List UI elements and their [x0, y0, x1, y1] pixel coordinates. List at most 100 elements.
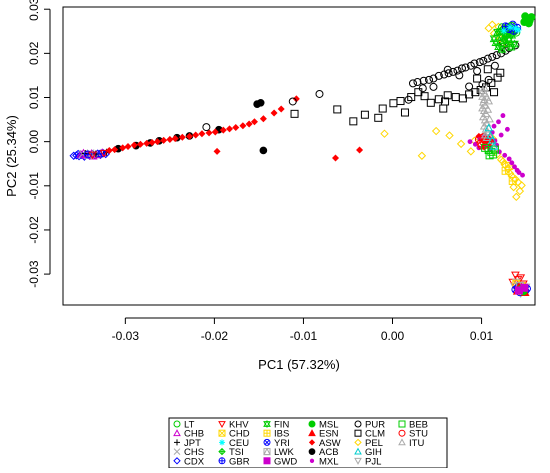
- legend-item-stu: STU: [398, 429, 428, 440]
- data-point: [471, 88, 480, 97]
- legend-marker: [308, 420, 316, 428]
- legend-item-beb: BEB: [398, 420, 428, 431]
- data-point: [434, 71, 443, 80]
- data-point: [489, 34, 499, 44]
- data-point: [333, 105, 342, 114]
- data-point: [226, 125, 234, 133]
- x-tick-label: 0.01: [470, 329, 494, 343]
- legend-item-tsi: TSI: [218, 447, 244, 458]
- legend-marker: [398, 420, 406, 428]
- legend-marker: [219, 439, 225, 446]
- legend-label: KHV: [229, 420, 249, 431]
- legend-label: MXL: [319, 456, 339, 467]
- x-tick-label: -0.03: [112, 329, 140, 343]
- data-point: [479, 95, 489, 104]
- data-point: [130, 141, 138, 149]
- legend-item-chb: CHB: [173, 429, 204, 440]
- y-tick-label: -0.01: [27, 172, 41, 200]
- data-point: [185, 132, 193, 140]
- data-point: [198, 130, 206, 138]
- series-gih: [484, 123, 499, 150]
- legend-label: FIN: [274, 420, 289, 431]
- data-point: [443, 65, 452, 74]
- legend-label: CDX: [184, 456, 205, 467]
- y-axis-label: PC2 (25.34%): [4, 115, 19, 197]
- legend-marker: [354, 420, 362, 428]
- x-axis: -0.03 -0.02 -0.01 0.00 0.01: [112, 317, 494, 343]
- legend-item-lt: LT: [173, 420, 195, 431]
- legend-item-jpt: JPT: [174, 438, 201, 449]
- data-point: [509, 182, 518, 192]
- legend-item-fin: FIN: [263, 420, 289, 431]
- data-point: [451, 93, 460, 102]
- data-point: [453, 66, 462, 75]
- data-point: [349, 117, 358, 126]
- legend-label: LT: [184, 420, 195, 431]
- data-point: [239, 122, 247, 130]
- data-point: [407, 93, 416, 102]
- data-point: [378, 104, 387, 113]
- legend-marker: [398, 438, 406, 446]
- legend-marker: [173, 420, 181, 428]
- data-point: [484, 123, 494, 132]
- legend-label: BEB: [409, 420, 428, 431]
- legend-label: PUR: [365, 420, 385, 431]
- data-point: [69, 151, 78, 160]
- data-point: [213, 147, 221, 155]
- data-point: [498, 157, 508, 166]
- legend-label: ITU: [409, 438, 424, 449]
- data-point: [489, 141, 499, 150]
- data-point: [516, 170, 522, 175]
- data-point: [124, 143, 132, 151]
- data-point: [166, 135, 174, 143]
- legend-item-cdx: CDX: [173, 456, 205, 467]
- legend-marker: [354, 447, 362, 455]
- data-point: [506, 23, 514, 31]
- y-tick-label: -0.03: [27, 260, 41, 288]
- legend-label: GBR: [229, 456, 250, 467]
- legend-label: PJL: [365, 456, 381, 467]
- x-tick-label: 0.00: [381, 329, 405, 343]
- data-point: [520, 172, 525, 178]
- data-point: [449, 67, 458, 76]
- data-point: [202, 123, 211, 132]
- data-point: [484, 96, 494, 105]
- data-point: [496, 119, 501, 125]
- data-point: [487, 135, 497, 144]
- legend-marker: [263, 447, 271, 456]
- data-point: [178, 133, 186, 141]
- data-point: [505, 169, 515, 178]
- legend-label: STU: [409, 429, 428, 440]
- legend-marker: [263, 429, 271, 437]
- data-point: [250, 118, 258, 126]
- legend-label: GWD: [274, 456, 297, 467]
- data-point: [171, 135, 179, 143]
- y-tick-label: 0.01: [27, 86, 41, 110]
- data-point: [487, 78, 496, 87]
- legend-item-clm: CLM: [354, 429, 385, 440]
- legend-marker: [354, 429, 362, 437]
- legend-item-khv: KHV: [218, 420, 249, 431]
- data-point: [473, 67, 482, 76]
- data-point: [510, 39, 519, 49]
- data-point: [483, 54, 492, 63]
- y-tick-label: 0.03: [27, 0, 41, 21]
- data-point: [315, 89, 324, 98]
- data-point: [290, 109, 299, 118]
- legend-label: PEL: [365, 438, 383, 449]
- data-point: [259, 146, 268, 155]
- legend-item-pel: PEL: [354, 438, 383, 449]
- data-point: [470, 59, 479, 68]
- legend-marker: [354, 438, 362, 447]
- legend-box: [168, 417, 448, 469]
- series-itu: [478, 83, 494, 141]
- data-point: [356, 146, 364, 154]
- data-point: [500, 27, 508, 35]
- data-point: [473, 74, 482, 83]
- data-point: [245, 120, 253, 128]
- legend-item-ibs: IBS: [263, 429, 289, 440]
- legend-item-ceu: CEU: [219, 438, 249, 449]
- legend-marker: [263, 457, 271, 465]
- data-point: [497, 44, 507, 54]
- data-point: [489, 29, 499, 38]
